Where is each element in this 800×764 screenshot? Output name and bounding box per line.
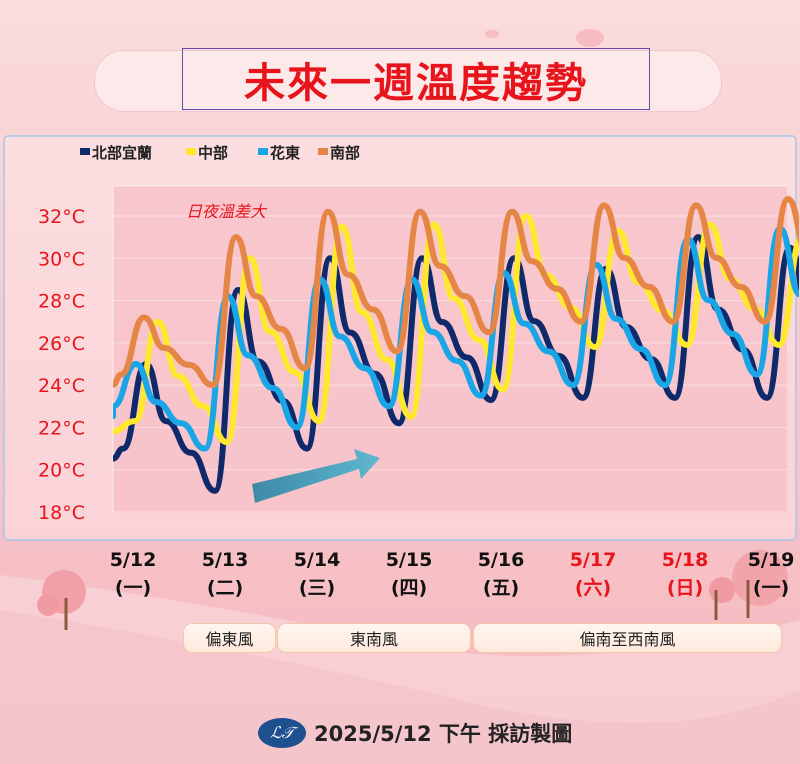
wind-label-east: 偏東風: [183, 623, 276, 653]
footer-text: 2025/5/12 下午 採訪製圖: [314, 722, 573, 746]
x-tick-date: 5/16: [478, 549, 525, 571]
wind-label-southeast: 東南風: [277, 623, 471, 653]
x-tick-weekday: (六): [575, 576, 611, 599]
x-axis: 5/12 (一) 5/13 (二) 5/14 (三) 5/15 (四) 5/16 (五) 5/17 (…: [110, 549, 795, 599]
y-tick-label: 26°C: [38, 333, 85, 355]
y-tick-label: 22°C: [38, 417, 85, 439]
y-tick-label: 32°C: [38, 206, 85, 228]
tree-left-icon: [37, 570, 86, 630]
footer: ℒ𝒯 2025/5/12 下午 採訪製圖: [258, 713, 572, 753]
legend-label: 花東: [270, 144, 300, 162]
series-line: [113, 234, 799, 494]
x-tick-date: 5/14: [294, 549, 341, 571]
x-tick-date: 5/19: [748, 549, 795, 571]
y-tick-label: 24°C: [38, 375, 85, 397]
x-tick-date: 5/12: [110, 549, 157, 571]
y-tick-label: 30°C: [38, 248, 85, 270]
legend-label: 北部宜蘭: [92, 144, 152, 162]
y-axis: 32°C 30°C 28°C 26°C 24°C 22°C 20°C 18°C: [38, 206, 85, 524]
x-tick-weekday: (四): [391, 577, 427, 599]
series-line: [113, 196, 799, 389]
legend-label: 南部: [330, 144, 360, 162]
legend-swatch: [186, 148, 196, 155]
logo-icon: ℒ𝒯: [258, 718, 306, 748]
x-tick-date: 5/13: [202, 549, 249, 571]
x-tick-date: 5/15: [386, 549, 433, 571]
page-title: 未來一週溫度趨勢: [182, 48, 650, 110]
x-tick-weekday: (五): [483, 577, 519, 599]
x-tick-weekday: (二): [207, 577, 243, 599]
y-tick-label: 28°C: [38, 291, 85, 313]
x-tick-weekday: (一): [753, 577, 789, 599]
tree-right-icon: [709, 550, 788, 620]
y-tick-label: 18°C: [38, 502, 85, 524]
series-lines: [113, 196, 799, 494]
petal-icon: [485, 29, 604, 47]
title-banner: [94, 50, 722, 112]
annotation-label: 日夜溫差大: [186, 202, 268, 221]
x-tick-weekday: (三): [299, 577, 335, 599]
legend-label: 中部: [198, 144, 228, 162]
x-tick-date: 5/17: [570, 549, 617, 571]
legend-swatch: [258, 148, 268, 155]
y-tick-label: 20°C: [38, 460, 85, 482]
x-tick-date: 5/18: [662, 549, 709, 571]
trend-arrow-icon: [252, 449, 380, 503]
legend: 北部宜蘭 中部 花東 南部: [80, 144, 360, 162]
x-tick-weekday: (日): [667, 577, 703, 599]
legend-swatch: [318, 148, 328, 155]
x-tick-weekday: (一): [115, 577, 151, 599]
legend-swatch: [80, 148, 90, 155]
wind-label-southwest: 偏南至西南風: [473, 623, 782, 653]
